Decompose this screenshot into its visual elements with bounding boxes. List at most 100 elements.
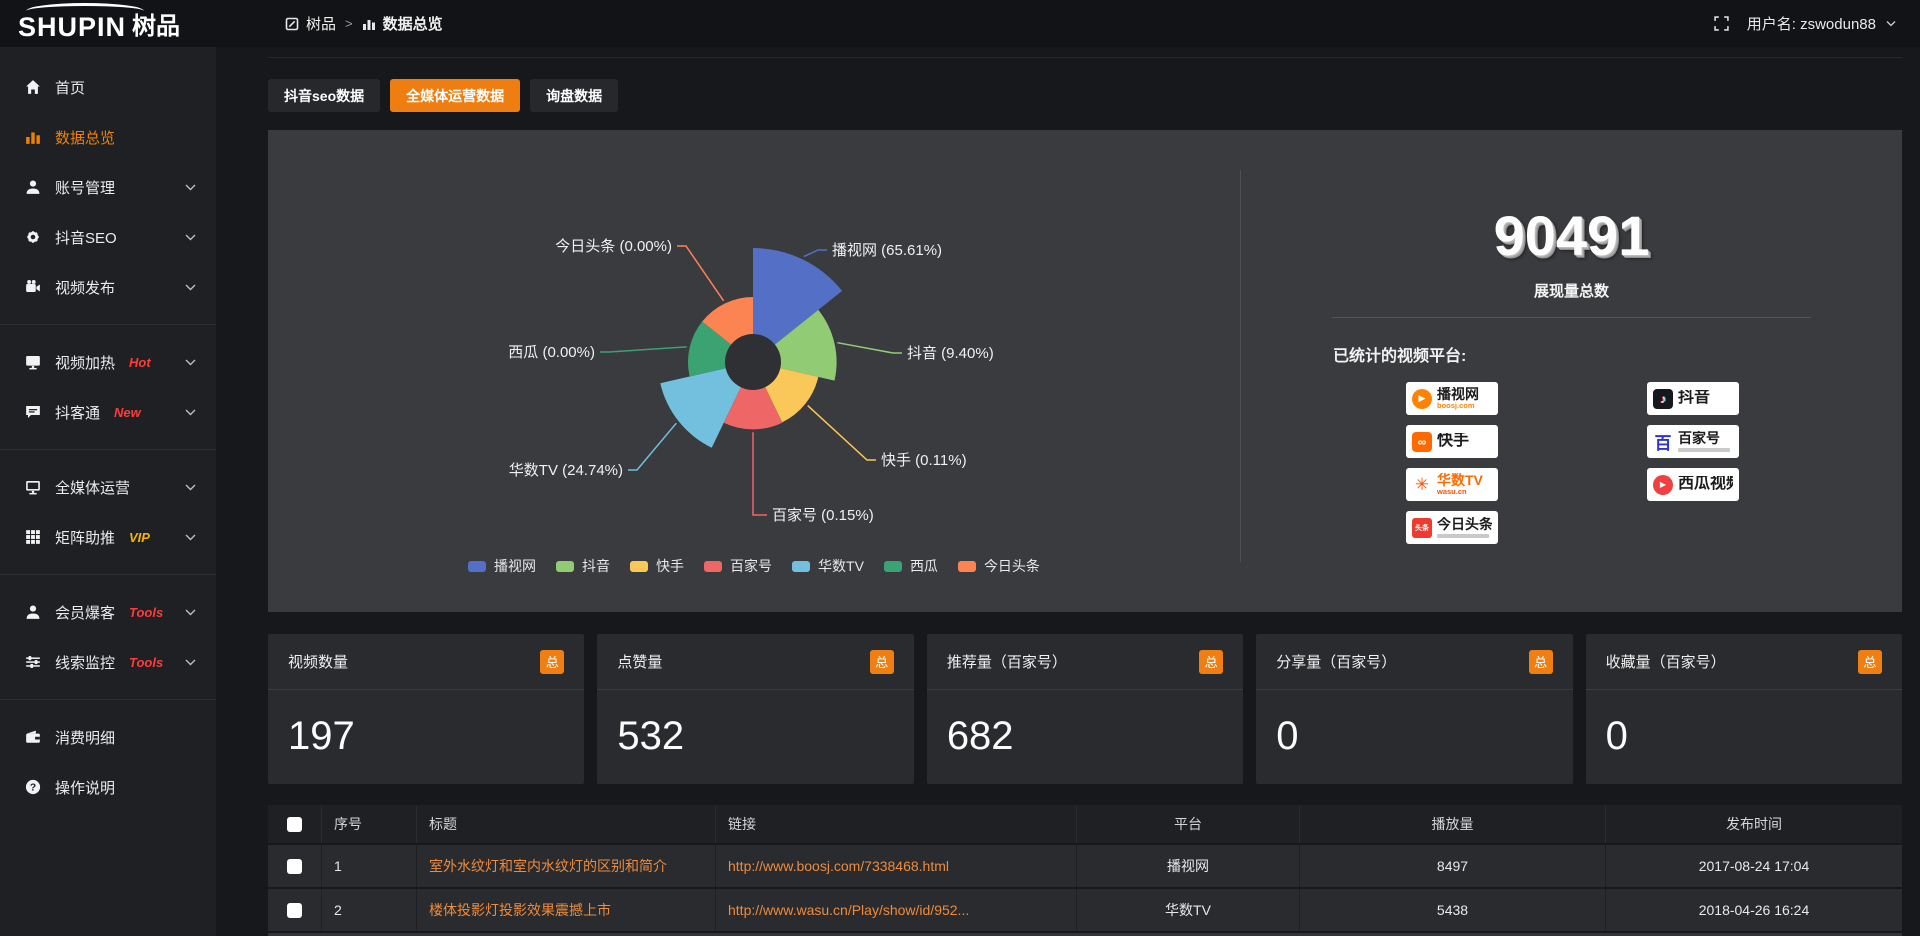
sidebar-item-matrix-boost[interactable]: 矩阵助推 VIP [0,512,216,562]
platform-sub: wasu.cn [1437,486,1467,496]
rose-chart[interactable]: 播视网 (65.61%) 抖音 (9.40%) 快手 (0.11%) 百家号 (0.1… [268,130,1240,530]
chevron-down-icon[interactable] [1886,20,1896,27]
sidebar-divider [0,449,216,450]
tab-2[interactable]: 询盘数据 [530,79,619,112]
cell-title-link[interactable]: 室外水纹灯和室内水纹灯的区别和简介 [417,845,716,887]
total-badge[interactable]: 总 [1528,649,1553,674]
row-checkbox-cell [268,889,322,931]
legend-item-5[interactable]: 西瓜 [883,556,938,576]
cell-url-link[interactable]: http://www.wasu.cn/Play/show/id/952... [716,889,1077,931]
pie-slice-0[interactable] [753,248,843,362]
topbar-right: 用户名: zswodun88 [1714,13,1920,34]
pie-label-line-2 [807,405,876,461]
table-row-1: 2 楼体投影灯投影效果震撼上市 http://www.wasu.cn/Play/sh… [268,887,1902,931]
stat-card-label: 推荐量（百家号） [946,654,1067,671]
platform-badge-华数TV[interactable]: ✳ 华数TV wasu.cn [1406,468,1498,501]
platform-name: 华数TV [1437,473,1483,489]
legend-marker [883,560,902,572]
sidebar: 首页 数据总览账号管理抖音SEO 视频发布视频加热 Hot 抖客通 New 全媒体运营 矩阵助… [0,47,216,936]
stat-card-label: 收藏量（百家号） [1605,654,1726,671]
tab-0[interactable]: 抖音seo数据 [268,79,381,112]
user-icon [25,179,41,195]
sidebar-item-douketong[interactable]: 抖客通 New [0,387,216,437]
legend-item-2[interactable]: 快手 [630,556,684,576]
legend-item-6[interactable]: 今日头条 [957,556,1040,576]
sidebar-divider [0,699,216,700]
sidebar-item-home[interactable]: 首页 [0,62,216,112]
platform-name: 西瓜视频 [1678,476,1733,493]
header-checkbox-cell [268,805,322,843]
select-all-checkbox[interactable] [287,816,302,832]
breadcrumb-root[interactable]: 树品 [306,16,337,33]
sidebar-item-clue-monitor[interactable]: 线索监控 Tools [0,637,216,687]
fullscreen-icon[interactable] [1714,16,1729,31]
sidebar-item-video-heat[interactable]: 视频加热 Hot [0,337,216,387]
svg-text:?: ? [30,783,36,794]
row-checkbox[interactable] [287,858,302,874]
username[interactable]: 用户名: zswodun88 [1746,16,1876,33]
legend-item-3[interactable]: 百家号 [704,556,772,576]
column-header-3: 平台 [1077,805,1300,843]
platform-badge-今日头条[interactable]: 头条 今日头条 [1406,511,1498,544]
bar-chart-icon [25,129,41,145]
chevron-down-icon [185,359,196,366]
sliders-icon [25,654,41,670]
chart-legend: 播视网 抖音 快手 百家号 华数TV 西瓜 今日头条 [268,556,1240,576]
sidebar-item-label: 抖音SEO [55,229,117,247]
platform-sub: boosj.com [1437,400,1475,410]
stat-card-value: 532 [617,714,685,758]
pie-slice-4[interactable] [660,362,753,448]
cell-plays: 5438 [1300,889,1606,931]
stat-card-2: 推荐量（百家号） 总 682 [926,634,1244,784]
pie-label-4: 华数TV (24.74%) [509,462,623,479]
sidebar-item-video-publish[interactable]: 视频发布 [0,262,216,312]
platform-badge-text: 西瓜视频 [1678,476,1733,493]
total-badge[interactable]: 总 [869,649,894,674]
sidebar-item-label: 账号管理 [55,179,116,197]
cell-title-link[interactable]: 楼体投影灯投影效果震撼上市 [417,889,716,931]
sidebar-item-instructions[interactable]: ? 操作说明 [0,762,216,812]
stat-cards: 视频数量总 197 点赞量总 532 推荐量（百家号）总 682 分享量（百家号）总 0 收藏量… [268,634,1903,784]
platform-badge-西瓜视频[interactable]: ▶ 西瓜视频 [1647,468,1739,501]
legend-label: 今日头条 [983,558,1040,574]
platform-badge-快手[interactable]: ∞ 快手 [1406,425,1498,458]
total-badge[interactable]: 总 [540,649,565,674]
home-icon [25,79,41,95]
stat-card-header: 推荐量（百家号） 总 [926,634,1244,690]
row-checkbox[interactable] [287,902,302,918]
column-header-5: 发布时间 [1726,816,1782,832]
legend-item-1[interactable]: 抖音 [556,556,610,576]
sidebar-item-account-management[interactable]: 账号管理 [0,162,216,212]
cell-num: 2 [322,889,417,931]
breadcrumb-root-icon [285,17,299,31]
legend-marker [630,560,649,572]
chevron-down-icon [185,534,196,541]
sidebar-item-data-overview[interactable]: 数据总览 [0,112,216,162]
user-icon [25,604,41,620]
video-camera-icon [25,279,41,295]
sidebar-item-douyin-seo[interactable]: 抖音SEO [0,212,216,262]
stat-card-header: 视频数量 总 [268,634,585,690]
sidebar-item-media-operation[interactable]: 全媒体运营 [0,462,216,512]
total-badge[interactable]: 总 [1858,649,1883,674]
xigua-icon: ▶ [1653,474,1673,495]
platform-badge-播视网[interactable]: ▶ 播视网 boosj.com [1406,382,1498,415]
sidebar-item-badge: VIP [129,529,150,545]
cell-num: 1 [322,845,417,887]
logo[interactable]: SHUPIN 树品 [0,0,216,47]
legend-item-0[interactable]: 播视网 [468,556,536,576]
display-icon [25,354,41,370]
monitor-icon [25,479,41,495]
toutiao-icon: 头条 [1412,517,1432,538]
sidebar-item-consumption-detail[interactable]: 消费明细 [0,712,216,762]
platform-badge-text: 今日头条 [1437,517,1492,538]
platform-badge-抖音[interactable]: ♪ 抖音 [1647,382,1739,415]
legend-item-4[interactable]: 华数TV [792,556,864,576]
platform-badge-百家号[interactable]: 百百家号 [1647,425,1739,458]
pie-slice-3[interactable] [723,362,783,430]
cell-url-link[interactable]: http://www.boosj.com/7338468.html [716,845,1077,887]
tab-1[interactable]: 全媒体运营数据 [390,79,521,112]
total-badge[interactable]: 总 [1199,649,1224,674]
sidebar-item-member-baoke[interactable]: 会员爆客 Tools [0,587,216,637]
